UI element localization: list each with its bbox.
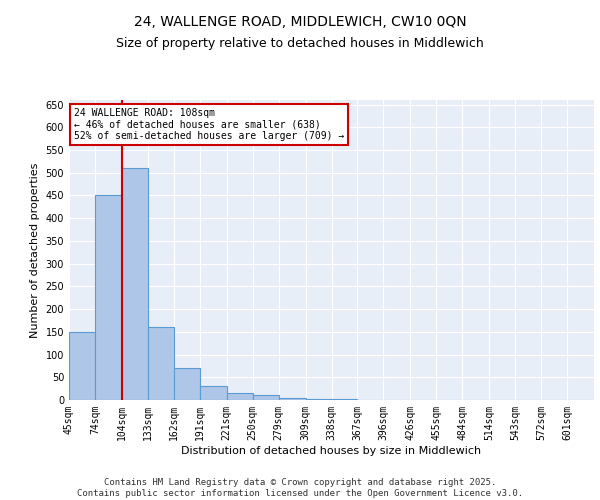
Text: 24 WALLENGE ROAD: 108sqm
← 46% of detached houses are smaller (638)
52% of semi-: 24 WALLENGE ROAD: 108sqm ← 46% of detach… — [74, 108, 344, 140]
Text: Size of property relative to detached houses in Middlewich: Size of property relative to detached ho… — [116, 38, 484, 51]
Bar — [278, 398, 305, 400]
Bar — [174, 368, 200, 400]
Bar — [331, 399, 358, 400]
Y-axis label: Number of detached properties: Number of detached properties — [30, 162, 40, 338]
Bar — [95, 196, 122, 400]
Bar — [148, 328, 174, 400]
X-axis label: Distribution of detached houses by size in Middlewich: Distribution of detached houses by size … — [181, 446, 482, 456]
Bar — [305, 398, 331, 400]
Text: Contains HM Land Registry data © Crown copyright and database right 2025.
Contai: Contains HM Land Registry data © Crown c… — [77, 478, 523, 498]
Bar — [227, 393, 253, 400]
Bar — [122, 168, 148, 400]
Text: 24, WALLENGE ROAD, MIDDLEWICH, CW10 0QN: 24, WALLENGE ROAD, MIDDLEWICH, CW10 0QN — [134, 15, 466, 29]
Bar — [69, 332, 95, 400]
Bar — [200, 386, 227, 400]
Bar — [253, 396, 278, 400]
